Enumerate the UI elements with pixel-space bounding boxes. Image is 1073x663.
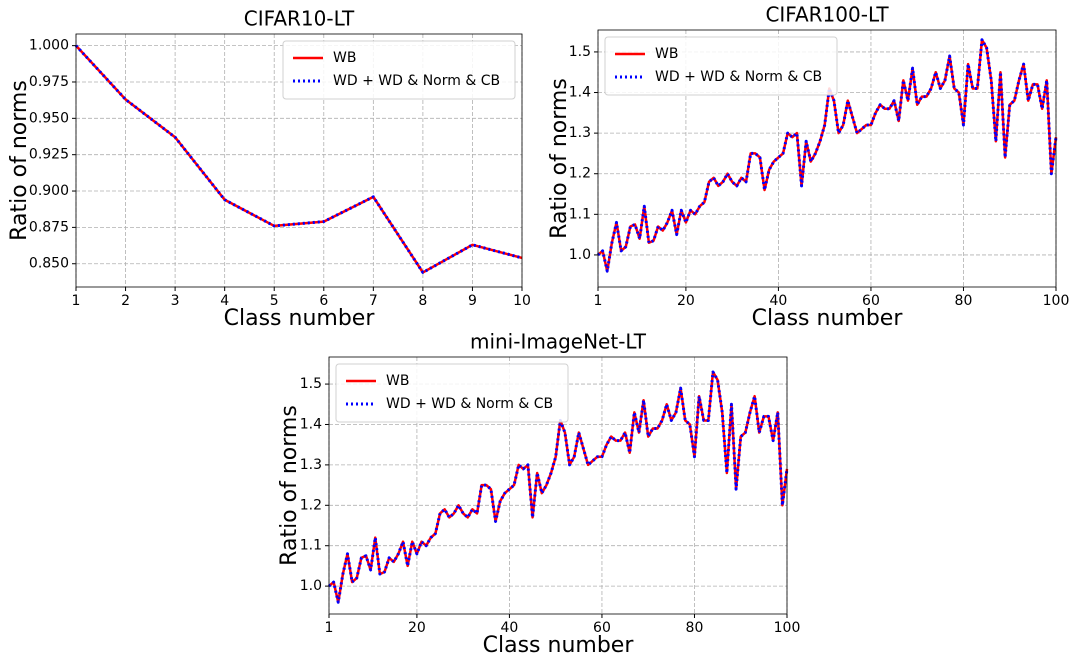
y-tick-label: 0.900	[29, 183, 69, 199]
y-tick-label: 1.1	[300, 538, 322, 554]
legend-box	[604, 36, 838, 96]
y-tick-label: 1.3	[300, 457, 322, 473]
y-tick-label: 1.2	[569, 166, 591, 182]
y-tick-label: 0.975	[29, 74, 69, 90]
x-tick-label: 20	[408, 620, 426, 636]
x-tick-label: 100	[774, 620, 801, 636]
x-tick-label: 100	[1043, 293, 1070, 309]
y-axis-label: Ratio of norms	[7, 80, 32, 241]
y-tick-label: 0.850	[29, 256, 69, 272]
y-axis-label: Ratio of norms	[547, 78, 572, 239]
chart-title: CIFAR100-LT	[765, 3, 889, 27]
x-tick-label: 8	[418, 293, 427, 309]
chart-title: CIFAR10-LT	[244, 7, 355, 31]
axes-frame	[597, 29, 1057, 288]
y-tick-label: 1.2	[300, 497, 322, 513]
x-tick-label: 6	[319, 293, 328, 309]
legend-label: WB	[655, 46, 678, 62]
y-tick-label: 1.0	[300, 578, 322, 594]
x-tick-label: 1	[72, 293, 81, 309]
legend-box	[335, 363, 569, 423]
y-tick-label: 1.0	[569, 247, 591, 263]
x-tick-label: 1	[594, 293, 603, 309]
x-tick-label: 60	[593, 620, 611, 636]
legend-label: WB	[386, 373, 409, 389]
series-line	[328, 370, 789, 604]
series-line	[597, 38, 1058, 273]
x-tick-label: 20	[677, 293, 695, 309]
y-axis-label: Ratio of norms	[277, 405, 302, 566]
legend-label: WD + WD & Norm & CB	[333, 73, 500, 89]
y-tick-label: 0.925	[29, 147, 69, 163]
axes-frame	[75, 33, 523, 288]
x-tick-label: 40	[501, 620, 519, 636]
x-tick-label: 80	[955, 293, 973, 309]
y-tick-label: 1.3	[569, 125, 591, 141]
x-tick-label: 60	[862, 293, 880, 309]
x-tick-label: 3	[171, 293, 180, 309]
legend-label: WB	[333, 50, 356, 66]
x-tick-label: 2	[121, 293, 130, 309]
x-tick-label: 1	[325, 620, 334, 636]
x-tick-label: 80	[686, 620, 704, 636]
legend-label: WD + WD & Norm & CB	[655, 69, 822, 85]
legend-label: WD + WD & Norm & CB	[386, 396, 553, 412]
axes-frame	[328, 356, 788, 615]
series-line	[74, 44, 523, 274]
x-axis-label: Class number	[483, 633, 635, 658]
x-tick-label: 10	[513, 293, 531, 309]
y-tick-label: 0.875	[29, 219, 69, 235]
y-tick-label: 1.000	[29, 38, 69, 54]
y-tick-label: 1.4	[300, 416, 322, 432]
x-tick-label: 5	[270, 293, 279, 309]
x-tick-label: 7	[369, 293, 378, 309]
x-tick-label: 4	[220, 293, 229, 309]
y-tick-label: 1.4	[569, 85, 591, 101]
legend-box	[282, 40, 516, 100]
y-tick-label: 1.1	[569, 206, 591, 222]
x-tick-label: 40	[770, 293, 788, 309]
x-axis-label: Class number	[224, 306, 376, 331]
y-tick-label: 1.5	[569, 44, 591, 60]
chart-title: mini-ImageNet-LT	[470, 330, 647, 354]
x-axis-label: Class number	[752, 306, 904, 331]
y-tick-label: 0.950	[29, 110, 69, 126]
y-tick-label: 1.5	[300, 376, 322, 392]
x-tick-label: 9	[468, 293, 477, 309]
